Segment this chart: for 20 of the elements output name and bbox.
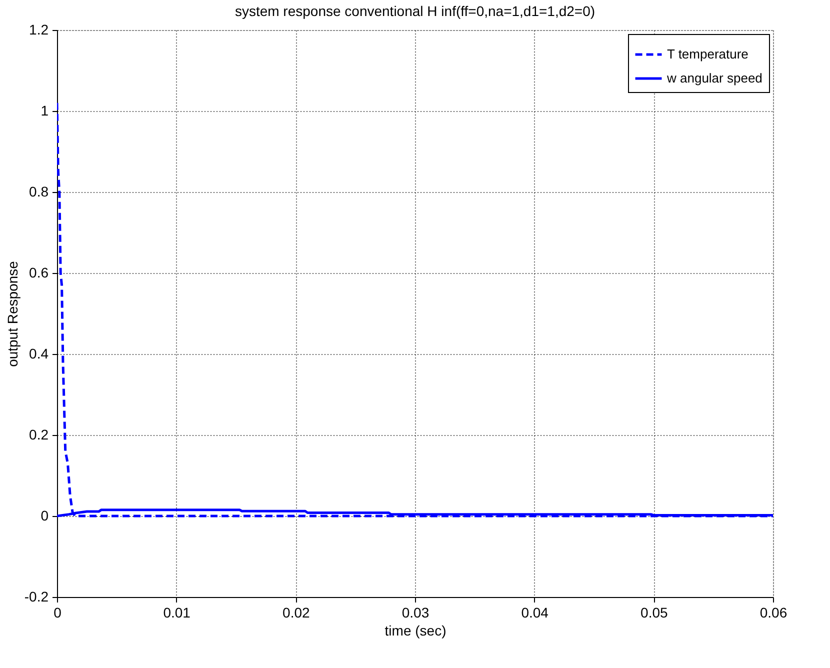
y-tick-label: -0.2: [24, 588, 49, 604]
y-tick-label: 0.8: [29, 184, 49, 200]
x-tick-label: 0.03: [402, 604, 430, 620]
y-tick-label: 1: [40, 102, 49, 118]
y-tick-label: 0.2: [29, 426, 49, 442]
x-tick-label: 0.04: [521, 604, 549, 620]
chart-title: system response conventional H inf(ff=0,na=1,d1=1,d2=0): [234, 3, 596, 19]
legend-label: w angular speed: [666, 70, 762, 86]
x-tick-label: 0.02: [282, 604, 310, 620]
x-axis-title: time (sec): [384, 622, 446, 638]
y-tick-label: 1.2: [29, 22, 49, 38]
x-tick-label: 0.01: [163, 604, 191, 620]
y-tick-label: 0.6: [29, 264, 49, 280]
x-tick-label: 0.05: [640, 604, 668, 620]
x-tick-label: 0: [54, 604, 62, 620]
y-axis-title: output Response: [4, 260, 20, 367]
legend-label: T temperature: [667, 46, 748, 62]
x-tick-label: 0.06: [760, 604, 788, 620]
y-tick-label: 0.4: [29, 346, 49, 362]
y-tick-label: 0: [40, 508, 49, 524]
